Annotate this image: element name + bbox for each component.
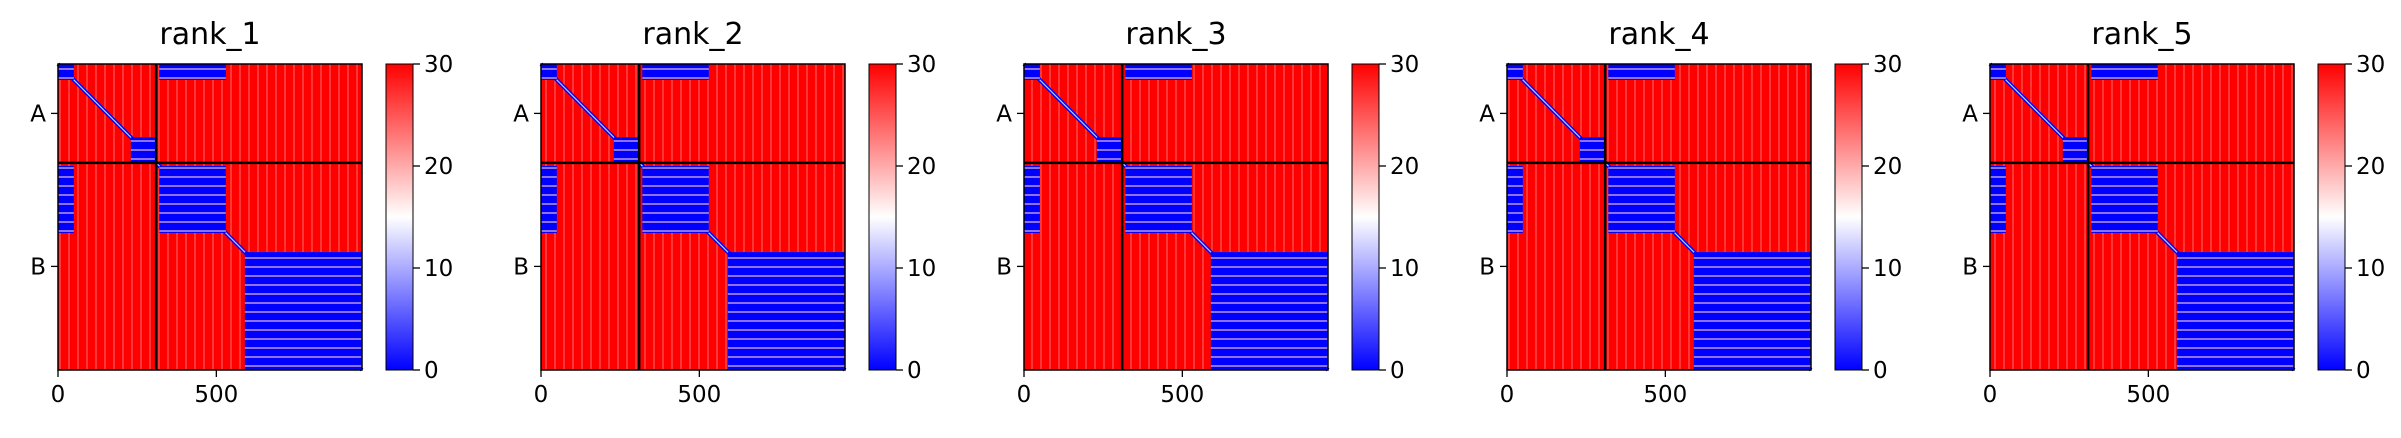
x-tick-label: 500 xyxy=(1643,382,1687,408)
colorbar-tick-label: 10 xyxy=(424,256,453,282)
y-tick-label: A xyxy=(1479,101,1495,127)
low-block-texture xyxy=(159,64,226,80)
plot-frame xyxy=(540,63,846,371)
low-block-texture xyxy=(613,137,640,163)
low-block-texture xyxy=(1507,64,1523,80)
low-block-texture xyxy=(541,166,557,233)
colorbar-tick-label: 10 xyxy=(907,256,936,282)
plot-frame xyxy=(57,63,363,371)
low-block-texture xyxy=(1579,137,1606,163)
x-tick-label: 0 xyxy=(534,382,549,408)
colorbar xyxy=(1834,63,1863,371)
low-block-texture xyxy=(1024,64,1040,80)
colorbar-tick-label: 0 xyxy=(1873,358,1888,384)
panel-title: rank_1 xyxy=(159,17,260,52)
y-tick-label: A xyxy=(513,101,529,127)
colorbar-tick-label: 30 xyxy=(907,52,936,78)
panel-title: rank_3 xyxy=(1125,17,1226,52)
panel-title: rank_5 xyxy=(2091,17,2192,52)
low-block-texture xyxy=(1608,166,1675,233)
low-block-texture xyxy=(1210,252,1328,370)
plot-frame xyxy=(1023,63,1329,371)
x-tick-label: 500 xyxy=(1160,382,1204,408)
x-tick-label: 0 xyxy=(1983,382,1998,408)
low-block-texture xyxy=(1125,64,1192,80)
low-block-texture xyxy=(1096,137,1123,163)
low-block-texture xyxy=(1125,166,1192,233)
low-block-texture xyxy=(58,166,74,233)
y-tick-label: B xyxy=(1962,254,1978,280)
low-block-texture xyxy=(2176,252,2294,370)
colorbar-tick-label: 30 xyxy=(1390,52,1419,78)
y-tick-label: B xyxy=(1479,254,1495,280)
colorbar-tick-label: 0 xyxy=(424,358,439,384)
low-block-texture xyxy=(1507,166,1523,233)
panel-title: rank_2 xyxy=(642,17,743,52)
y-tick-label: B xyxy=(513,254,529,280)
x-tick-label: 0 xyxy=(1500,382,1515,408)
colorbar xyxy=(1351,63,1380,371)
colorbar-tick-label: 0 xyxy=(1390,358,1405,384)
y-tick-label: B xyxy=(996,254,1012,280)
colorbar xyxy=(385,63,414,371)
y-tick-label: A xyxy=(996,101,1012,127)
low-block-texture xyxy=(642,64,709,80)
x-tick-label: 500 xyxy=(677,382,721,408)
colorbar xyxy=(2317,63,2346,371)
low-block-texture xyxy=(2091,166,2158,233)
colorbar-tick-label: 0 xyxy=(907,358,922,384)
colorbar-tick-label: 20 xyxy=(1873,154,1902,180)
heatmap-panel: rank_4 0 500 A B 0 10 20 30 xyxy=(1479,17,1902,408)
colorbar-tick-label: 30 xyxy=(2356,52,2385,78)
panel-title: rank_4 xyxy=(1608,17,1709,52)
low-block-texture xyxy=(58,64,74,80)
heatmap-panel: rank_1 0 500 A B 0 10 20 30 xyxy=(30,17,453,408)
x-tick-label: 500 xyxy=(2126,382,2170,408)
plot-frame xyxy=(1506,63,1812,371)
colorbar-tick-label: 10 xyxy=(1390,256,1419,282)
low-block-texture xyxy=(2091,64,2158,80)
colorbar-tick-label: 20 xyxy=(2356,154,2385,180)
low-block-texture xyxy=(727,252,845,370)
colorbar-tick-label: 10 xyxy=(2356,256,2385,282)
low-block-texture xyxy=(541,64,557,80)
low-block-texture xyxy=(2062,137,2089,163)
colorbar-tick-label: 20 xyxy=(424,154,453,180)
colorbar-tick-label: 20 xyxy=(1390,154,1419,180)
low-block-texture xyxy=(1990,64,2006,80)
colorbar-tick-label: 0 xyxy=(2356,358,2371,384)
colorbar xyxy=(868,63,897,371)
low-block-texture xyxy=(130,137,157,163)
colorbar-tick-label: 20 xyxy=(907,154,936,180)
heatmap-panel: rank_2 0 500 A B 0 10 20 30 xyxy=(513,17,936,408)
y-tick-label: A xyxy=(30,101,46,127)
x-tick-label: 0 xyxy=(51,382,66,408)
heatmap-panel: rank_5 0 500 A B 0 10 20 30 xyxy=(1962,17,2385,408)
low-block-texture xyxy=(159,166,226,233)
colorbar-tick-label: 10 xyxy=(1873,256,1902,282)
y-tick-label: B xyxy=(30,254,46,280)
low-block-texture xyxy=(1990,166,2006,233)
colorbar-tick-label: 30 xyxy=(424,52,453,78)
low-block-texture xyxy=(1693,252,1811,370)
colorbar-tick-label: 30 xyxy=(1873,52,1902,78)
y-tick-label: A xyxy=(1962,101,1978,127)
low-block-texture xyxy=(1608,64,1675,80)
x-tick-label: 0 xyxy=(1017,382,1032,408)
plot-frame xyxy=(1989,63,2295,371)
heatmap-panel: rank_3 0 500 A B 0 10 20 30 xyxy=(996,17,1419,408)
low-block-texture xyxy=(1024,166,1040,233)
low-block-texture xyxy=(244,252,362,370)
x-tick-label: 500 xyxy=(194,382,238,408)
low-block-texture xyxy=(642,166,709,233)
